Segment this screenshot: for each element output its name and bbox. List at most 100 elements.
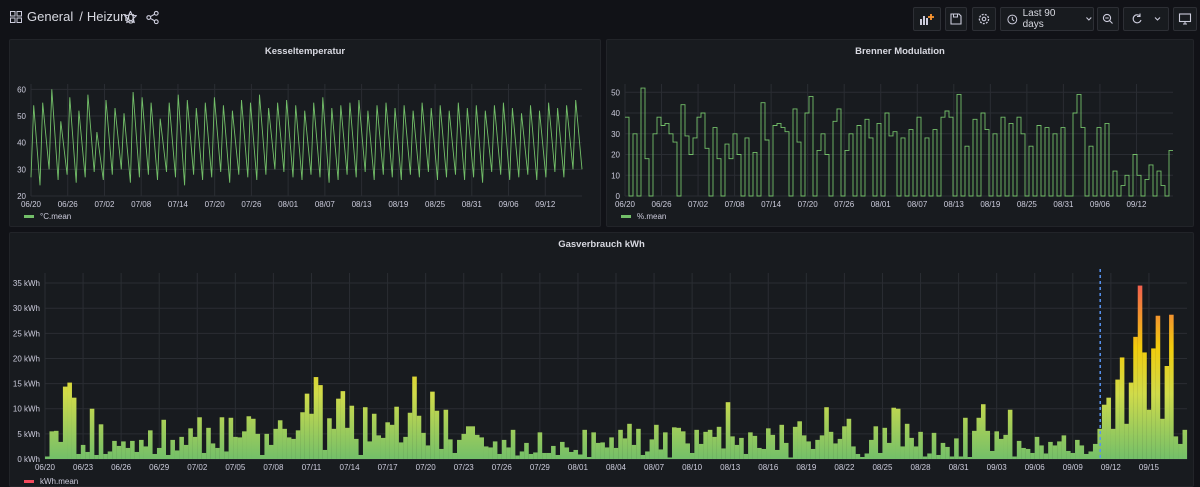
y-tick-label: 0 xyxy=(616,192,621,201)
x-tick-label: 08/16 xyxy=(758,463,779,472)
bar-kwh xyxy=(121,441,126,459)
bar-kwh xyxy=(201,452,207,459)
y-tick-label: 40 xyxy=(17,139,26,148)
share-icon[interactable] xyxy=(145,10,160,25)
bar-kwh xyxy=(286,437,292,459)
x-tick-label: 07/20 xyxy=(416,463,437,472)
bar-kwh xyxy=(555,454,561,459)
bar-kwh xyxy=(542,452,547,459)
x-tick-label: 09/15 xyxy=(1139,463,1160,472)
bar-kwh xyxy=(448,439,453,459)
bar-kwh xyxy=(362,407,368,459)
zoom-out-icon xyxy=(1102,13,1113,24)
bar-kwh xyxy=(237,437,243,459)
x-tick-label: 07/14 xyxy=(168,200,189,209)
bar-kwh xyxy=(58,441,64,459)
bar-kwh xyxy=(649,439,655,459)
refresh-button[interactable] xyxy=(1123,7,1169,31)
panel-title[interactable]: Brenner Modulation xyxy=(855,46,945,57)
dashboards-grid-icon[interactable] xyxy=(10,10,22,23)
panel-gasverbrauch[interactable]: Gasverbrauch kWh 0 kWh 5 kWh 10 kWh 15 kWh 2… xyxy=(9,232,1194,487)
bar-kwh xyxy=(1048,441,1053,459)
bar-kwh xyxy=(537,432,543,459)
x-tick-label: 07/08 xyxy=(263,463,284,472)
bar-kwh xyxy=(45,456,50,459)
bar-kwh xyxy=(416,415,422,459)
panel-kesseltemperatur[interactable]: Kesseltemperatur 20 30 40 50 60 06/20 06/26 07/… xyxy=(9,39,601,227)
legend-brenner[interactable]: %.mean xyxy=(621,212,666,221)
x-tick-label: 06/29 xyxy=(149,463,170,472)
bar-kwh xyxy=(152,453,158,459)
bar-kwh xyxy=(904,423,910,459)
zoom-out-button[interactable] xyxy=(1097,7,1119,31)
bar-kwh xyxy=(470,426,476,459)
bar-kwh xyxy=(900,446,905,459)
bar-kwh xyxy=(730,436,735,459)
x-tick-label: 08/25 xyxy=(872,463,893,472)
bar-kwh xyxy=(1043,453,1049,459)
bar-kwh xyxy=(224,451,229,459)
bar-kwh xyxy=(980,404,986,459)
bar-kwh xyxy=(85,451,90,459)
bar-kwh xyxy=(421,432,426,459)
bar-kwh xyxy=(1088,451,1094,459)
x-tick-label: 08/25 xyxy=(425,200,446,209)
bar-kwh xyxy=(783,442,789,459)
bar-kwh xyxy=(49,431,55,459)
bar-kwh xyxy=(774,449,780,459)
bar-kwh xyxy=(645,451,650,459)
kesseltemperatur-chart[interactable]: 20 30 40 50 60 06/20 06/26 07/02 07/08 07/14 07/20… xyxy=(10,40,602,228)
x-tick-label: 08/07 xyxy=(315,200,336,209)
bar-kwh xyxy=(546,452,552,459)
bar-kwh xyxy=(707,429,713,459)
x-tick-label: 07/29 xyxy=(530,463,551,472)
add-panel-button[interactable] xyxy=(913,7,941,31)
x-tick-label: 07/17 xyxy=(378,463,399,472)
bar-kwh xyxy=(757,447,762,459)
bar-kwh xyxy=(739,437,744,459)
panel-title[interactable]: Kesseltemperatur xyxy=(264,46,346,57)
bar-kwh xyxy=(819,435,825,459)
breadcrumb-folder[interactable]: General xyxy=(27,9,74,24)
bar-kwh xyxy=(725,402,731,459)
tv-mode-button[interactable] xyxy=(1173,7,1197,31)
bar-kwh xyxy=(385,422,390,459)
star-icon[interactable] xyxy=(123,10,138,25)
x-tick-label: 08/28 xyxy=(911,463,932,472)
bar-kwh xyxy=(206,427,211,459)
bar-kwh xyxy=(882,427,888,459)
bar-kwh xyxy=(551,445,556,459)
bar-kwh xyxy=(918,431,923,459)
legend-kessel[interactable]: °C.mean xyxy=(24,212,71,221)
y-tick-label: 60 xyxy=(17,85,26,94)
bar-kwh xyxy=(309,413,314,459)
bar-kwh xyxy=(613,447,619,459)
brenner-modulation-chart[interactable]: 0 10 20 30 40 50 06/20 06/26 07/02 07/08 07/14 07/2… xyxy=(607,40,1195,228)
panel-brenner-modulation[interactable]: Brenner Modulation 0 10 20 30 40 50 06/20 06/26… xyxy=(606,39,1194,227)
bar-kwh xyxy=(716,426,722,459)
breadcrumb-dashboard[interactable]: Heizung xyxy=(86,9,135,24)
dashboard-settings-button[interactable] xyxy=(972,7,996,31)
legend-gas[interactable]: kWh.mean xyxy=(24,477,78,486)
bar-kwh xyxy=(891,407,896,459)
bar-kwh xyxy=(161,419,167,459)
bar-kwh xyxy=(322,449,328,459)
time-range-picker[interactable]: Last 90 days xyxy=(1000,7,1094,31)
x-tick-label: 08/31 xyxy=(949,463,970,472)
bar-kwh xyxy=(465,426,471,459)
y-tick-label: 30 xyxy=(611,130,620,139)
bar-kwh xyxy=(295,430,301,459)
bar-kwh xyxy=(573,449,579,459)
x-tick-label: 07/23 xyxy=(454,463,475,472)
save-dashboard-button[interactable] xyxy=(945,7,967,31)
bar-kwh xyxy=(663,432,668,459)
gasverbrauch-chart[interactable]: 0 kWh 5 kWh 10 kWh 15 kWh 20 kWh 25 kWh 30 kWh… xyxy=(10,233,1195,487)
panel-title[interactable]: Gasverbrauch kWh xyxy=(558,239,645,250)
bar-kwh xyxy=(1030,452,1035,459)
bar-kwh xyxy=(474,434,480,459)
x-tick-label: 07/08 xyxy=(725,200,746,209)
bar-kwh xyxy=(300,412,305,459)
bar-kwh xyxy=(1142,352,1147,459)
x-tick-label: 08/31 xyxy=(462,200,483,209)
bar-kwh xyxy=(246,416,252,459)
